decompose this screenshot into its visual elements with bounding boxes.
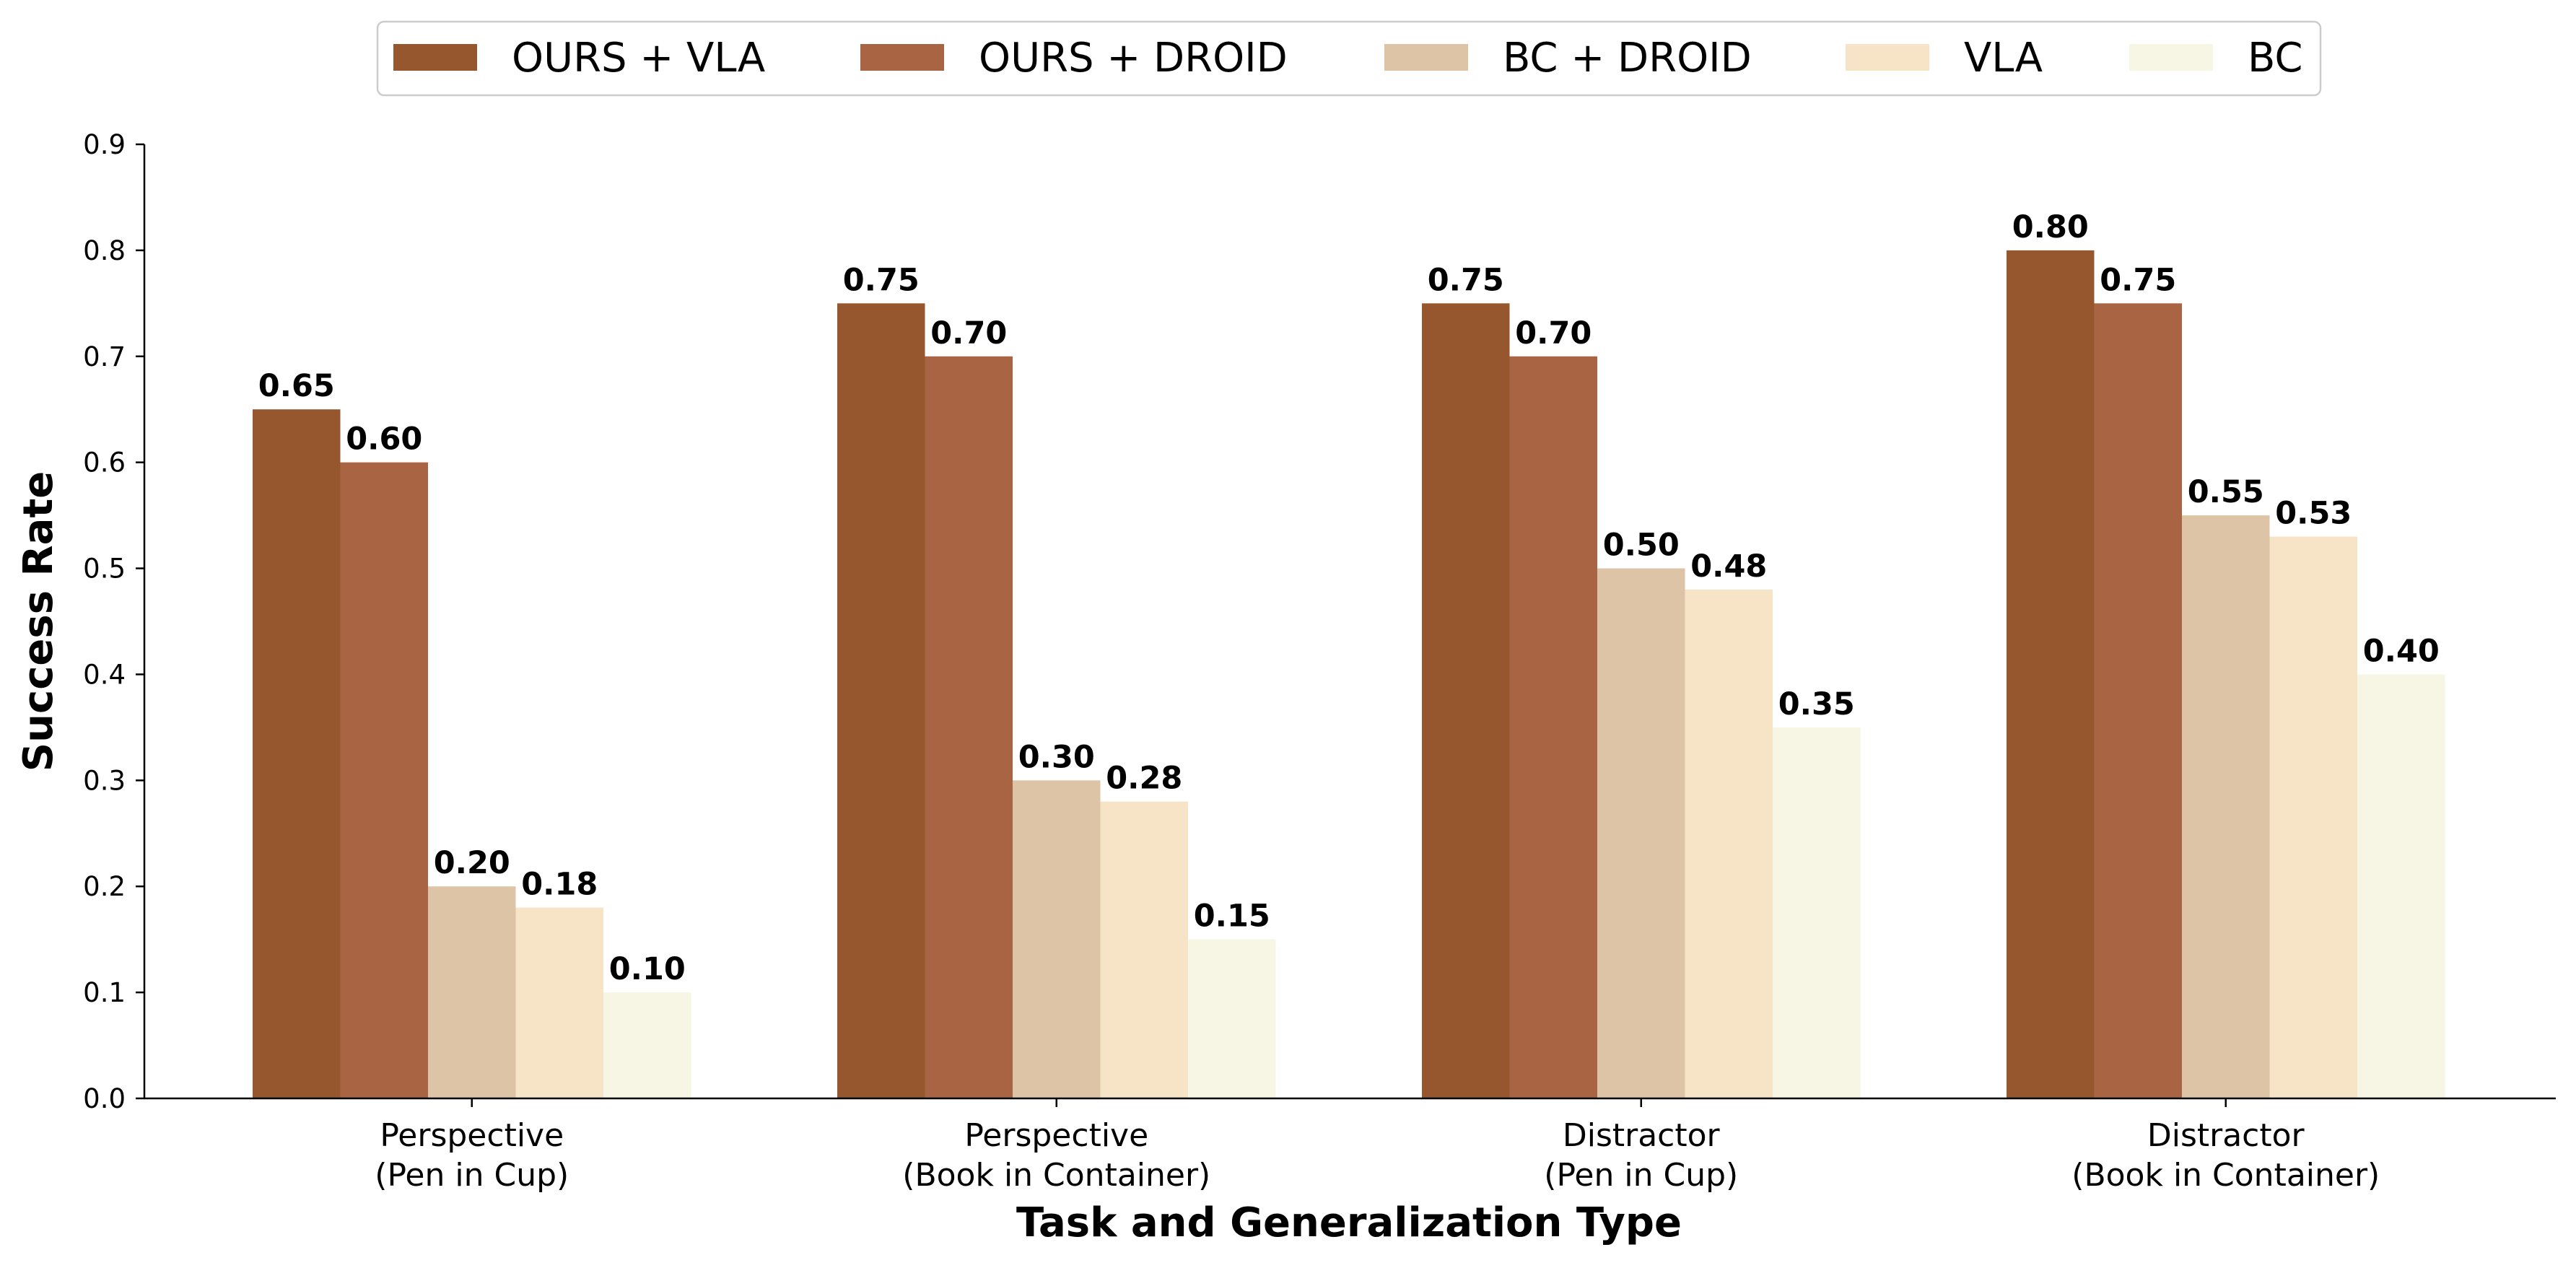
bar bbox=[1422, 303, 1510, 1098]
y-axis-title: Success Rate bbox=[15, 471, 62, 771]
bar bbox=[253, 409, 341, 1098]
bar bbox=[1188, 939, 1276, 1098]
legend-swatch bbox=[1846, 44, 1929, 71]
bar bbox=[1597, 568, 1685, 1098]
y-tick-label: 0.0 bbox=[83, 1083, 126, 1114]
bar bbox=[2357, 674, 2445, 1098]
bar bbox=[837, 303, 925, 1098]
bar-value-label: 0.53 bbox=[2275, 495, 2352, 531]
bar-value-label: 0.10 bbox=[609, 951, 686, 987]
legend-swatch bbox=[860, 44, 944, 71]
x-tick-label: (Pen in Cup) bbox=[1544, 1157, 1738, 1194]
x-axis-title: Task and Generalization Type bbox=[1016, 1199, 1682, 1246]
bar-value-label: 0.75 bbox=[1428, 262, 1504, 298]
legend-label: BC + DROID bbox=[1503, 35, 1752, 82]
bar-value-label: 0.35 bbox=[1778, 686, 1855, 722]
bar bbox=[603, 992, 691, 1098]
y-ticks: 0.0 0.1 0.2 0.3 0.4 0.5 0.6 0.7 0.8 0.9 bbox=[83, 129, 144, 1114]
bar bbox=[2269, 536, 2357, 1098]
x-tick-label: Distractor bbox=[1563, 1117, 1721, 1154]
legend-swatch bbox=[393, 44, 477, 71]
bar bbox=[2182, 515, 2270, 1098]
x-tick-label: Perspective bbox=[964, 1117, 1148, 1154]
bar bbox=[1013, 780, 1101, 1098]
legend: OURS + VLA OURS + DROID BC + DROID VLA BC bbox=[376, 20, 2322, 97]
bar bbox=[515, 907, 603, 1098]
x-tick-label: (Book in Container) bbox=[902, 1157, 1210, 1194]
bars-layer bbox=[253, 250, 2445, 1098]
legend-label: OURS + VLA bbox=[512, 35, 765, 82]
legend-label: OURS + DROID bbox=[979, 35, 1288, 82]
legend-swatch bbox=[2129, 44, 2213, 71]
bar-value-label: 0.65 bbox=[258, 368, 335, 404]
bar bbox=[1509, 356, 1597, 1098]
bar-value-label: 0.75 bbox=[2100, 262, 2176, 298]
y-tick-label: 0.9 bbox=[83, 129, 126, 160]
x-ticks: Perspective(Pen in Cup)Perspective(Book … bbox=[375, 1098, 2380, 1194]
y-tick-label: 0.5 bbox=[83, 554, 126, 585]
bar bbox=[2094, 303, 2182, 1098]
bar-value-label: 0.70 bbox=[930, 315, 1007, 351]
y-tick-label: 0.2 bbox=[83, 871, 126, 902]
bar-value-label: 0.30 bbox=[1018, 739, 1095, 775]
x-tick-label: (Book in Container) bbox=[2071, 1157, 2380, 1194]
x-tick-label: Perspective bbox=[380, 1117, 564, 1154]
x-tick-label: (Pen in Cup) bbox=[375, 1157, 569, 1194]
legend-label: BC bbox=[2248, 35, 2303, 82]
bar-value-label: 0.60 bbox=[346, 421, 422, 458]
bar-value-label: 0.75 bbox=[843, 262, 920, 298]
bar bbox=[925, 356, 1013, 1098]
legend-frame bbox=[376, 20, 2322, 97]
axes-layer bbox=[143, 144, 2556, 1100]
bar-value-label: 0.18 bbox=[521, 867, 598, 903]
bar-value-label: 0.50 bbox=[1603, 528, 1680, 564]
bar-value-label: 0.55 bbox=[2188, 474, 2264, 510]
bar bbox=[428, 886, 516, 1098]
bar-value-label: 0.28 bbox=[1106, 761, 1182, 797]
legend-swatch bbox=[1384, 44, 1468, 71]
bar-value-label: 0.80 bbox=[2012, 209, 2089, 245]
y-tick-label: 0.1 bbox=[83, 977, 126, 1008]
bar bbox=[2007, 250, 2095, 1098]
legend-label: VLA bbox=[1964, 35, 2043, 82]
y-tick-label: 0.7 bbox=[83, 341, 126, 372]
value-labels-layer: 0.65 0.75 0.75 0.80 0.60 0.70 0.70 0.75 0.20 0.30… bbox=[258, 209, 2440, 987]
y-tick-label: 0.8 bbox=[83, 235, 126, 266]
bar-value-label: 0.48 bbox=[1690, 548, 1767, 585]
x-tick-label: Distractor bbox=[2147, 1117, 2305, 1154]
y-tick-label: 0.3 bbox=[83, 765, 126, 796]
bar-value-label: 0.15 bbox=[1194, 898, 1270, 935]
bar bbox=[1773, 727, 1861, 1098]
y-tick-label: 0.4 bbox=[83, 659, 126, 690]
bar-value-label: 0.70 bbox=[1515, 315, 1592, 351]
bar bbox=[340, 462, 428, 1098]
y-tick-label: 0.6 bbox=[83, 447, 126, 478]
bar-value-label: 0.20 bbox=[434, 845, 510, 881]
bar-value-label: 0.40 bbox=[2363, 633, 2440, 669]
bar bbox=[1100, 801, 1188, 1098]
bar bbox=[1685, 589, 1773, 1098]
